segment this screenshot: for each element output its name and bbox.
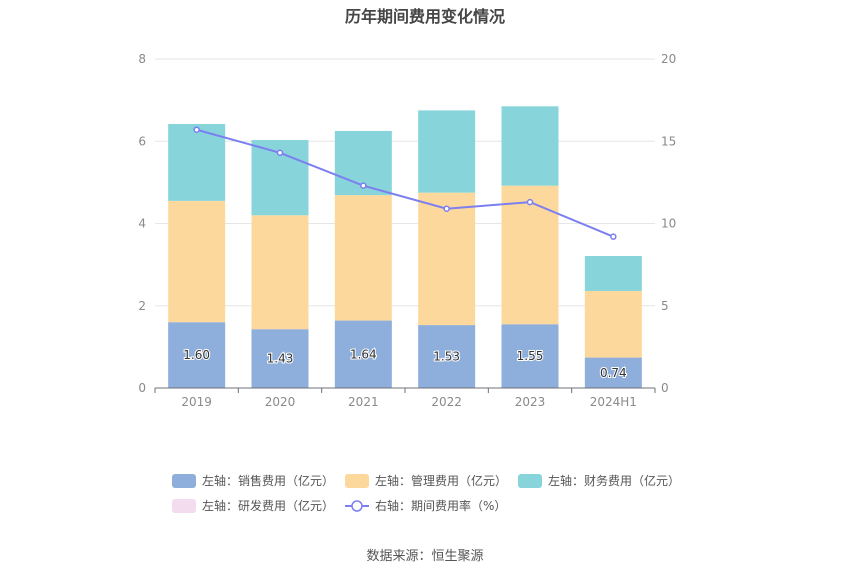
bar-segment [168, 200, 226, 323]
bar-segment [584, 357, 642, 388]
bar-segment [251, 215, 309, 330]
rate-point [443, 205, 450, 212]
x-tick-label: 2019 [181, 395, 212, 409]
legend-swatch [345, 474, 369, 488]
y-right-tick-label: 10 [661, 217, 676, 231]
rate-point [276, 149, 284, 157]
bar-segment [168, 322, 226, 388]
bar-segment [334, 320, 392, 388]
bar-segment [418, 110, 476, 193]
rate-point [193, 126, 200, 133]
y-left-tick-label: 2 [138, 299, 146, 313]
y-right-tick-label: 15 [661, 134, 676, 148]
legend-swatch [518, 474, 542, 488]
legend-label: 左轴：管理费用（亿元） [375, 473, 507, 488]
bar-segment [501, 185, 559, 325]
bar-value-label: 1.64 [350, 347, 377, 361]
x-tick-label: 2022 [431, 395, 462, 409]
y-right-tick-label: 20 [661, 52, 676, 66]
bar-value-label: 1.60 [183, 348, 210, 362]
bar-segment [501, 324, 559, 388]
bar-value-label: 1.53 [433, 350, 460, 364]
x-tick-label: 2024H1 [590, 395, 637, 409]
legend-label: 右轴：期间费用率（%） [375, 498, 506, 513]
bar-value-label: 1.55 [517, 349, 544, 363]
x-tick-label: 2021 [348, 395, 379, 409]
bar-segment [584, 290, 642, 358]
rate-point [526, 198, 534, 206]
bar-segment [418, 325, 476, 388]
legend-line-marker [351, 500, 363, 512]
bars [168, 106, 642, 388]
bar-segment [334, 195, 392, 321]
bar-segment [168, 123, 226, 201]
y-left-tick-label: 4 [138, 217, 146, 231]
y-left-tick-label: 8 [138, 52, 146, 66]
rate-point [610, 233, 617, 240]
y-left-tick-label: 6 [138, 134, 146, 148]
bar-labels: 1.60 1.43 1.64 1.53 1.55 0.74 [182, 346, 627, 381]
data-source: 数据来源：恒生聚源 [366, 549, 484, 564]
rate-line-path [196, 128, 614, 238]
legend-swatch [172, 474, 196, 488]
x-tick-label: 2023 [515, 395, 546, 409]
y-left-tick-label: 0 [138, 381, 146, 395]
rate-point [360, 182, 367, 189]
bar-segment [584, 255, 642, 291]
rate-line [193, 126, 617, 240]
x-tick-label: 2020 [265, 395, 296, 409]
chart-title: 历年期间费用变化情况 [344, 7, 505, 26]
bar-segment [418, 192, 476, 326]
legend-label: 左轴：财务费用（亿元） [548, 473, 680, 488]
bar-segment [501, 106, 559, 186]
grid-lines [155, 58, 655, 307]
legend-label: 左轴：研发费用（亿元） [202, 498, 334, 513]
legend-label: 左轴：销售费用（亿元） [202, 473, 334, 488]
y-right-tick-label: 0 [661, 381, 669, 395]
bar-segment [251, 329, 309, 388]
bar-value-label: 0.74 [600, 366, 627, 380]
bar-value-label: 1.43 [267, 352, 294, 366]
legend-swatch [172, 499, 196, 513]
legend: 左轴：销售费用（亿元） 左轴：管理费用（亿元） 左轴：财务费用（亿元） 左轴：研发费用… [172, 473, 680, 513]
axes: 0 2 4 6 8 0 5 10 15 20 2019 2020 2021 2022 2023 2024H1 [138, 52, 676, 409]
y-right-tick-label: 5 [661, 299, 669, 313]
